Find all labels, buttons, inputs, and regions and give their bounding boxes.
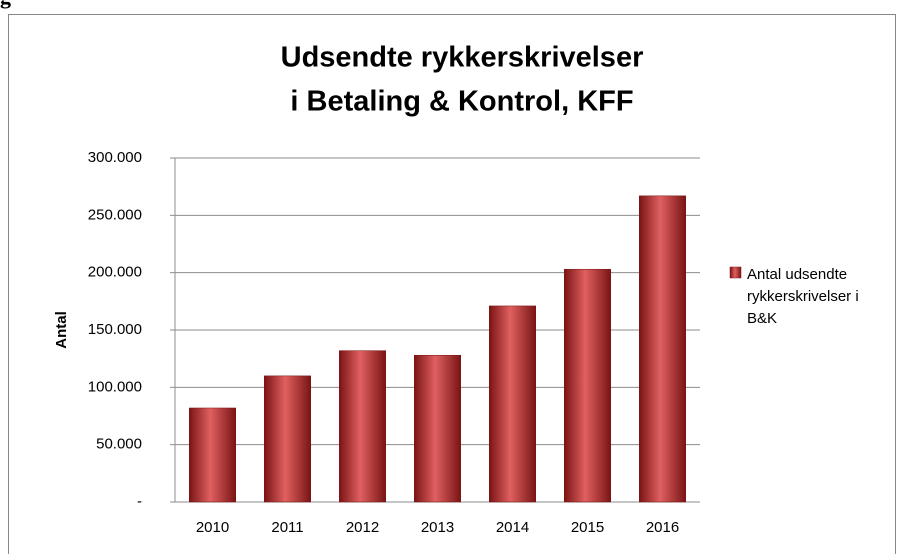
bar [339, 350, 386, 503]
heading: g [0, 0, 11, 10]
bar [264, 375, 311, 503]
y-tick-label: 100.000 [88, 378, 142, 395]
y-axis-label: Antal [53, 311, 70, 349]
y-tick-label: 200.000 [88, 264, 142, 281]
y-tick-label: 250.000 [88, 206, 142, 223]
legend-label: Antal udsendte rykkerskrivelser i B&K [747, 266, 859, 327]
bar [414, 354, 461, 503]
x-tick-label: 2013 [421, 519, 454, 536]
bar [189, 407, 236, 503]
bar [564, 268, 611, 503]
chart-title: i Betaling & Kontrol, KFF [290, 86, 633, 118]
y-tick-label: 50.000 [96, 436, 142, 453]
y-tick-label: 300.000 [88, 149, 142, 166]
bar [639, 195, 686, 503]
x-tick-label: 2012 [346, 519, 379, 536]
legend-swatch [729, 266, 742, 279]
x-tick-label: 2011 [271, 519, 303, 536]
chart-title: Udsendte rykkerskrivelser [281, 42, 644, 74]
y-tick-label: - [137, 493, 142, 510]
bar [489, 305, 536, 503]
y-tick-label: 150.000 [88, 321, 142, 338]
x-tick-label: 2016 [646, 519, 679, 536]
x-tick-label: 2010 [196, 519, 229, 536]
x-tick-label: 2015 [571, 519, 604, 536]
x-tick-label: 2014 [496, 519, 529, 536]
